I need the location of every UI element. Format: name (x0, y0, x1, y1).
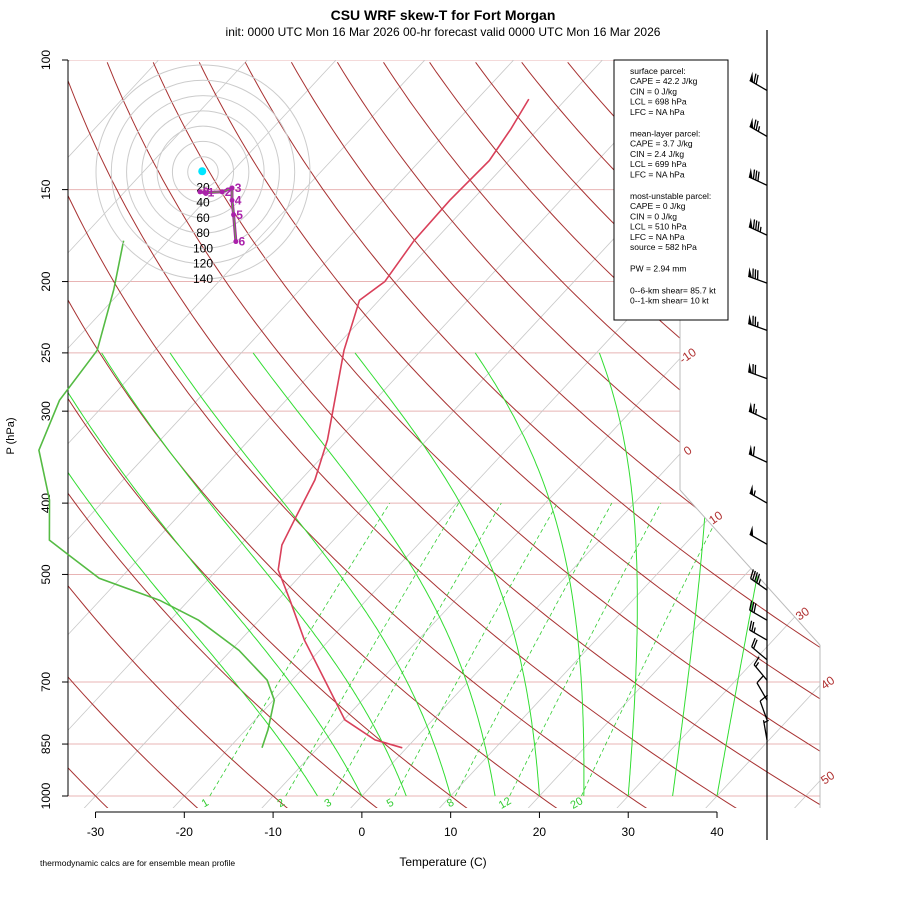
y-tick-label: 100 (39, 50, 53, 70)
hodograph-ring-label: 140 (193, 272, 213, 286)
hodograph-point-label: 5 (236, 208, 243, 222)
chart-subtitle: init: 0000 UTC Mon 16 Mar 2026 00-hr for… (226, 25, 661, 39)
info-line: LCL = 699 hPa (630, 159, 687, 169)
barb-half (760, 227, 761, 232)
x-tick-label: -10 (264, 825, 282, 839)
x-tick-label: 0 (359, 825, 366, 839)
chart-title: CSU WRF skew-T for Fort Morgan (331, 7, 556, 23)
x-tick-label: -30 (87, 825, 105, 839)
hodograph-marker (198, 167, 206, 175)
y-tick-label: 1000 (39, 782, 53, 809)
info-line: LFC = NA hPa (630, 232, 685, 242)
x-tick-label: 20 (533, 825, 547, 839)
hodograph-point-label: 6 (239, 235, 246, 249)
info-line: 0--6-km shear= 85.7 kt (630, 285, 716, 295)
hodograph-point-label: 1 (208, 186, 215, 200)
hodograph-ring-label: 100 (193, 241, 213, 255)
hodograph-ring-label: 120 (193, 257, 213, 271)
x-tick-label: 40 (710, 825, 724, 839)
info-line: LFC = NA hPa (630, 169, 685, 179)
y-tick-label: 300 (39, 401, 53, 421)
footnote: thermodynamic calcs are for ensemble mea… (40, 858, 235, 868)
info-line: LCL = 510 hPa (630, 222, 687, 232)
y-tick-label: 250 (39, 343, 53, 363)
info-line: CIN = 0 J/kg (630, 211, 677, 221)
y-tick-label: 850 (39, 734, 53, 754)
y-tick-label: 200 (39, 271, 53, 291)
info-line: CAPE = 42.2 J/kg (630, 76, 698, 86)
info-line: surface parcel: (630, 66, 686, 76)
info-line: PW = 2.94 mm (630, 264, 686, 274)
info-line: LFC = NA hPa (630, 107, 685, 117)
x-axis-label: Temperature (C) (399, 855, 486, 869)
info-line: source = 582 hPa (630, 242, 697, 252)
info-line: CAPE = 3.7 J/kg (630, 139, 693, 149)
info-line: CAPE = 0 J/kg (630, 201, 686, 211)
info-line: CIN = 2.4 J/kg (630, 149, 684, 159)
barb-half (756, 409, 757, 414)
info-line: most-unstable parcel: (630, 191, 711, 201)
y-tick-label: 500 (39, 564, 53, 584)
x-tick-label: 10 (444, 825, 458, 839)
y-tick-label: 700 (39, 672, 53, 692)
info-line: CIN = 0 J/kg (630, 86, 677, 96)
x-tick-label: -20 (176, 825, 194, 839)
x-tick-label: 30 (622, 825, 636, 839)
y-tick-label: 150 (39, 179, 53, 199)
hodograph-ring-label: 80 (196, 226, 210, 240)
y-axis-label: P (hPa) (5, 417, 17, 454)
hodograph-point-label: 4 (235, 193, 242, 207)
info-line: mean-layer parcel: (630, 129, 700, 139)
info-line: LCL = 698 hPa (630, 97, 687, 107)
y-tick-label: 400 (39, 493, 53, 513)
hodograph-ring-label: 60 (196, 211, 210, 225)
info-line: 0--1-km shear= 10 kt (630, 296, 709, 306)
